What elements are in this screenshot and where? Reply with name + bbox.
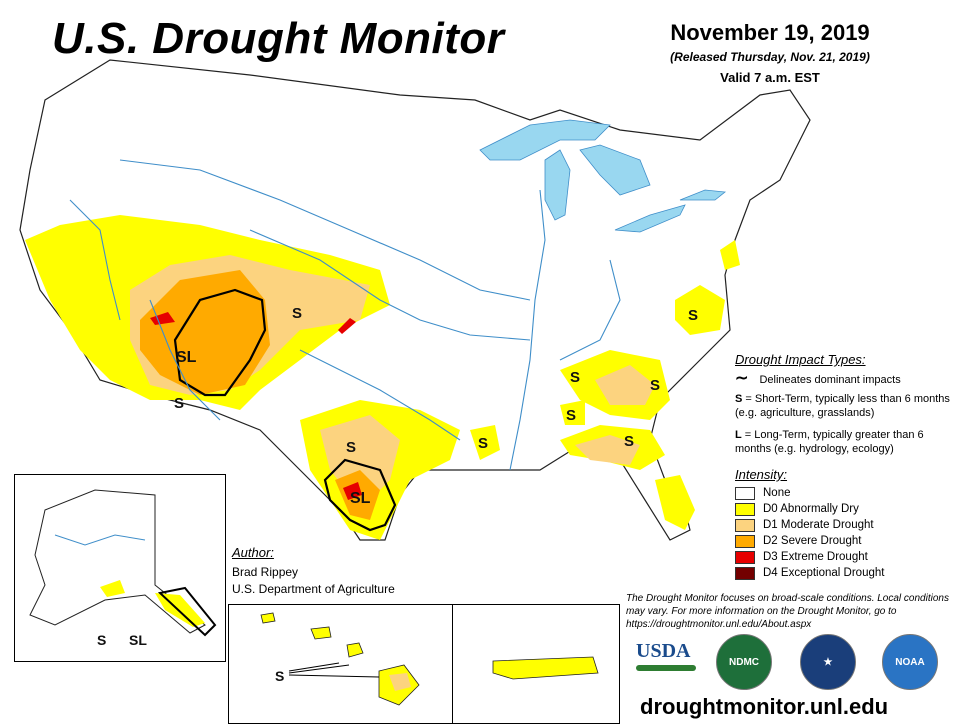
commerce-logo: ★: [800, 634, 856, 690]
impact-boundaries: [173, 288, 397, 532]
map-date: November 19, 2019: [670, 20, 870, 45]
legend-swatch: [735, 486, 755, 500]
impact-legend-title: Drought Impact Types:: [735, 352, 866, 367]
label-s-alaska: S: [97, 632, 106, 648]
label-s-carolina: S: [650, 377, 660, 394]
legend-swatch: [735, 566, 755, 580]
legend-swatch: [735, 550, 755, 564]
legend-item-d3: D3 Extreme Drought: [735, 550, 868, 564]
great-lakes: [479, 119, 727, 233]
legend-swatch: [735, 518, 755, 532]
disclaimer-note: The Drought Monitor focuses on broad-sca…: [626, 593, 949, 630]
label-s-arizona: S: [174, 395, 184, 412]
rivers: [69, 159, 621, 471]
puerto-rico-inset: [452, 604, 620, 724]
label-sl-texas: SL: [350, 490, 371, 507]
legend-swatch: [735, 534, 755, 548]
label-s-tennessee: S: [570, 369, 580, 386]
legend-item-d1: D1 Moderate Drought: [735, 518, 874, 532]
alaska-map: S SL: [29, 489, 217, 648]
label-s-mississippi: S: [566, 407, 576, 424]
label-s-louisiana: S: [478, 435, 488, 452]
intensity-legend-title: Intensity:: [735, 467, 788, 482]
puerto-rico-map: [492, 656, 599, 680]
impact-legend-long-term: L = Long-Term, typically greater than 6 …: [735, 429, 924, 455]
label-s-texas: S: [346, 439, 356, 456]
valid-time: Valid 7 a.m. EST: [720, 70, 820, 85]
label-sl-southwest: SL: [176, 349, 197, 366]
alaska-inset: S SL: [14, 474, 226, 662]
label-s-virginia: S: [688, 307, 698, 324]
impact-legend-short-term: S = Short-Term, typically less than 6 mo…: [735, 393, 950, 419]
drought-areas: [25, 215, 740, 540]
ndmc-logo: NDMC: [716, 634, 772, 690]
label-s-hawaii: S: [275, 668, 284, 684]
website-link[interactable]: droughtmonitor.unl.edu: [640, 694, 889, 719]
legend-item-d0: D0 Abnormally Dry: [735, 502, 859, 516]
noaa-logo: NOAA: [882, 634, 938, 690]
usda-logo: USDA: [636, 640, 696, 684]
release-date: (Released Thursday, Nov. 21, 2019): [670, 50, 870, 64]
author-name: Brad Rippey: [232, 565, 299, 579]
impact-legend-delineates: ∼ Delineates dominant impacts: [735, 370, 901, 387]
label-s-colorado: S: [292, 305, 302, 322]
label-sl-alaska: SL: [129, 632, 147, 648]
map-title: U.S. Drought Monitor: [52, 14, 505, 63]
author-org: U.S. Department of Agriculture: [232, 582, 395, 596]
legend-item-d4: D4 Exceptional Drought: [735, 566, 884, 580]
impact-line-icon: ∼: [735, 370, 749, 387]
author-title: Author:: [232, 545, 274, 560]
legend-swatch: [735, 502, 755, 516]
label-s-georgia: S: [624, 433, 634, 450]
hawaii-inset: S: [228, 604, 454, 724]
legend-item-d2: D2 Severe Drought: [735, 534, 861, 548]
hawaii-map: S: [260, 612, 420, 706]
legend-item-none: None: [735, 486, 791, 500]
